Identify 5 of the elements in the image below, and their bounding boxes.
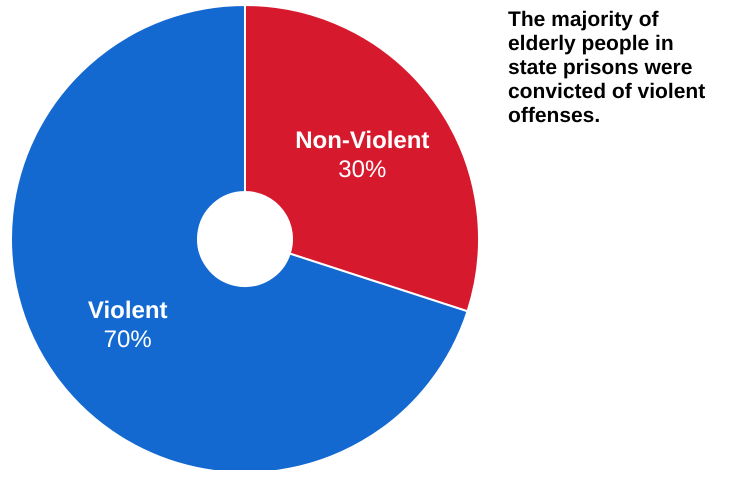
data-label: 30% — [338, 156, 386, 183]
slice-label: Non-Violent — [295, 126, 430, 154]
text: The majority of elderly people in state prisons were convicted of violent offenses. — [508, 8, 706, 128]
data-label: 70% — [104, 326, 152, 354]
slice-label: Violent — [88, 297, 168, 324]
